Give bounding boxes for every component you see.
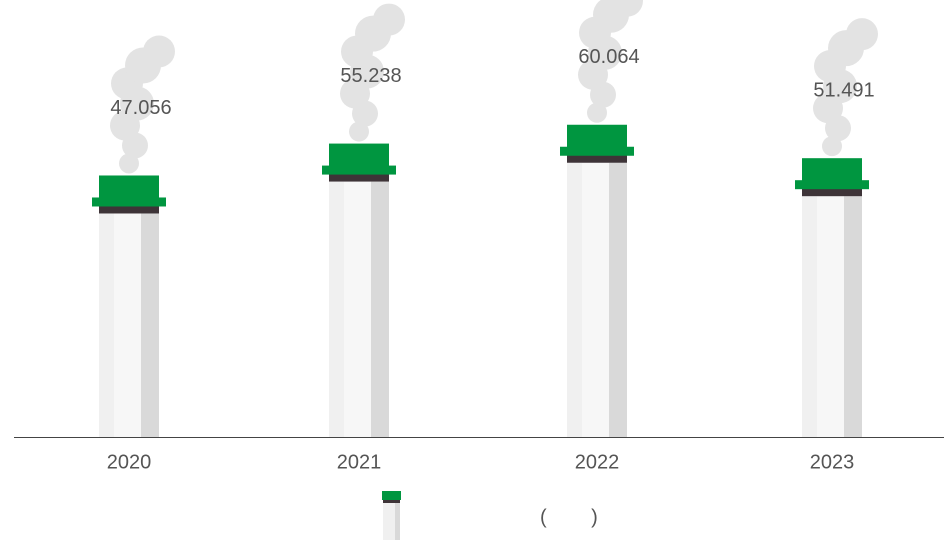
chimney-lip — [795, 180, 869, 190]
chimney-stripe — [817, 196, 844, 437]
chimney-shade — [844, 196, 862, 437]
x-tick-label: 2021 — [337, 451, 382, 473]
smoke-puff — [822, 136, 842, 157]
smoke — [110, 35, 175, 174]
chimney-bar — [322, 143, 396, 437]
chimney-stripe — [582, 162, 609, 437]
legend-shade — [395, 503, 400, 540]
chimney-band — [329, 173, 389, 182]
chimney-band — [802, 188, 862, 197]
value-label: 51.491 — [813, 79, 874, 101]
chimney-stripe — [344, 181, 371, 437]
smoke — [340, 3, 405, 142]
value-label: 60.064 — [578, 46, 639, 68]
chimney-lip — [92, 197, 166, 207]
value-label: 55.238 — [340, 65, 401, 87]
smoke — [813, 18, 878, 157]
chimney-shade — [371, 181, 389, 437]
smoke-puff — [349, 121, 369, 142]
chimney-cap — [567, 124, 627, 149]
x-tick-label: 2020 — [107, 451, 152, 473]
smoke — [578, 0, 643, 123]
smoke-puff — [587, 102, 607, 123]
chimney-shade — [141, 213, 159, 437]
chimney-stripe — [114, 213, 141, 437]
x-tick-label: 2023 — [810, 451, 855, 473]
chimney-band — [99, 205, 159, 214]
smoke-puff — [846, 18, 878, 51]
chimney-cap — [99, 175, 159, 200]
value-label: 47.056 — [110, 97, 171, 119]
smoke-puff — [143, 35, 175, 68]
chimney-lip — [322, 165, 396, 175]
x-tick-label: 2022 — [575, 451, 620, 473]
smoke-puff — [119, 153, 139, 174]
chimney-bar — [560, 124, 634, 437]
legend-icon — [382, 491, 401, 540]
chimney-shade — [609, 162, 627, 437]
chimney-band — [567, 154, 627, 163]
chimney-bar — [92, 175, 166, 437]
smoke-puff — [611, 0, 643, 17]
smoke-puff — [373, 3, 405, 36]
chimney-lip — [560, 146, 634, 156]
legend-cap — [382, 491, 401, 500]
legend-label: ( ) — [540, 506, 598, 528]
chimney-cap — [329, 143, 389, 168]
chimney-cap — [802, 158, 862, 183]
chimney-bar — [795, 158, 869, 437]
legend-band — [383, 500, 400, 503]
